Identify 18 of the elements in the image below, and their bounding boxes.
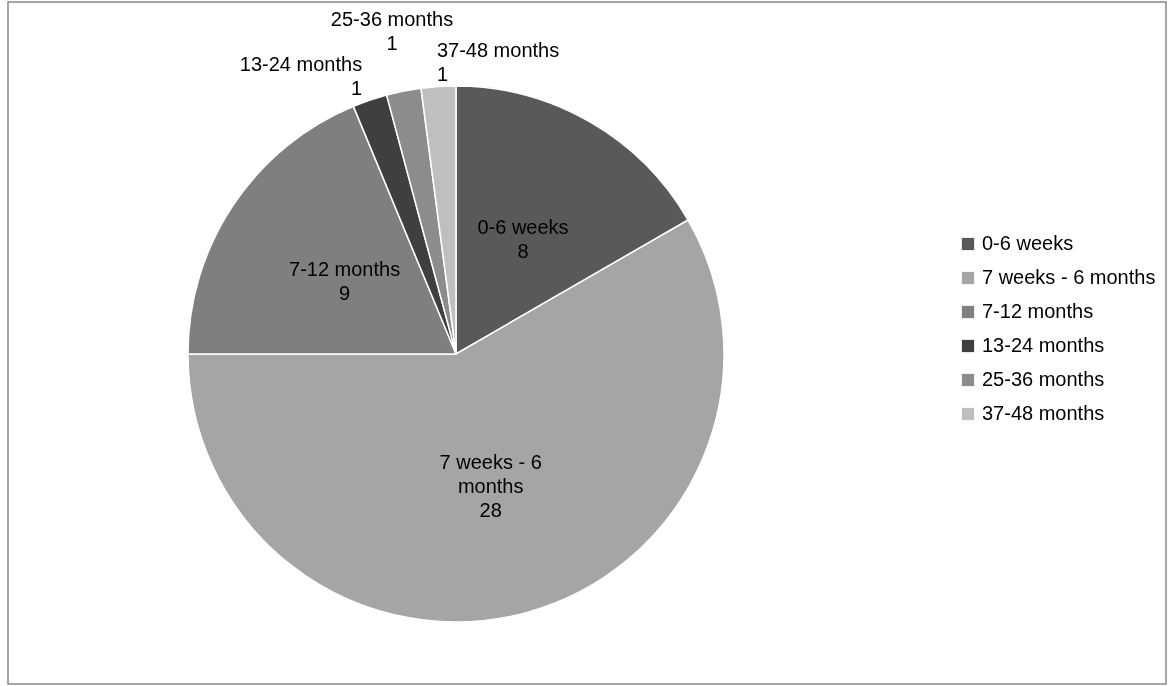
legend-label: 7-12 months: [982, 300, 1094, 322]
slice-label: 7 weeks - 6 months: [439, 451, 542, 498]
slice-label: 7-12 months: [289, 257, 401, 280]
slice-label: 37-48 months: [436, 38, 560, 61]
slice-label: 13-24 months: [239, 53, 363, 76]
data-label: 9: [339, 281, 351, 304]
slice-label: 0-6 weeks: [477, 215, 569, 238]
data-label: 1: [351, 77, 363, 100]
data-label: 1: [436, 62, 449, 85]
data-label: 28: [479, 499, 502, 522]
data-label: 8: [517, 239, 529, 262]
legend-label: 25-36 months: [982, 368, 1105, 390]
slice-label: 25-36 months: [330, 8, 454, 31]
data-label: 1: [386, 32, 398, 55]
legend-label: 7 weeks - 6 months: [982, 266, 1156, 288]
legend-label: 13-24 months: [982, 334, 1105, 356]
legend-label: 37-48 months: [982, 402, 1105, 424]
legend-label: 0-6 weeks: [982, 232, 1074, 254]
